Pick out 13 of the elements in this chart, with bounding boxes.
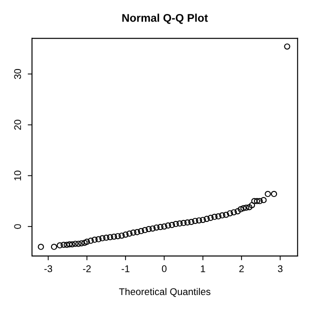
x-tick-label: 2	[239, 265, 244, 272]
x-tick-label: 1	[200, 265, 206, 272]
y-tick-label: 20	[14, 120, 22, 130]
x-tick-label: -2	[83, 265, 91, 272]
y-tick-label: 10	[14, 170, 22, 180]
x-tick-label: -3	[44, 265, 52, 272]
x-tick-label: 3	[278, 265, 282, 272]
y-tick-label: 0	[14, 224, 22, 229]
x-tick-label: 0	[162, 265, 167, 272]
x-tick-label: -1	[122, 265, 130, 272]
x-axis-title: Theoretical Quantiles	[119, 288, 210, 297]
chart-title: Normal Q-Q Plot	[122, 14, 208, 24]
y-tick-label: 30	[14, 68, 22, 80]
